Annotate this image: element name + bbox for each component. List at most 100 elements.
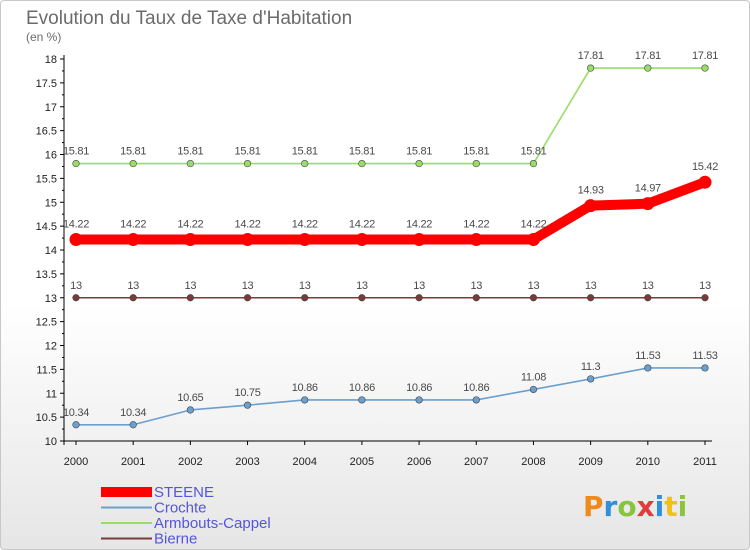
logo-letter: o bbox=[617, 490, 636, 523]
data-point bbox=[472, 159, 480, 168]
data-point bbox=[72, 421, 80, 429]
x-tick-label: 2005 bbox=[350, 456, 374, 468]
y-tick-label: 10 bbox=[45, 436, 57, 448]
data-label: 14.93 bbox=[578, 185, 604, 197]
data-label: 14.22 bbox=[520, 218, 546, 230]
logo-letter: r bbox=[604, 490, 618, 523]
data-point bbox=[641, 197, 655, 211]
y-tick-label: 11.5 bbox=[36, 364, 57, 376]
data-label: 14.22 bbox=[177, 218, 203, 230]
data-point bbox=[529, 159, 538, 168]
data-label: 13 bbox=[470, 280, 482, 292]
data-label: 11.08 bbox=[521, 371, 546, 383]
data-point bbox=[587, 294, 595, 302]
data-label: 14.97 bbox=[635, 183, 661, 195]
data-labels-layer: 15.81 15.81 15.81 15.81 15.81 15.81 15.81 15.81… bbox=[63, 50, 719, 419]
data-label: 15.81 bbox=[177, 146, 203, 158]
y-tick-label: 11 bbox=[46, 388, 57, 400]
data-point bbox=[358, 396, 366, 404]
data-point bbox=[72, 159, 80, 168]
data-label: 15.81 bbox=[349, 146, 375, 158]
data-label: 13 bbox=[127, 280, 139, 292]
data-label: 15.81 bbox=[520, 146, 546, 158]
data-point bbox=[529, 385, 538, 394]
y-tick-label: 18 bbox=[45, 54, 57, 66]
proxiti-logo: Proxiti bbox=[583, 490, 687, 523]
data-label: 15.81 bbox=[292, 146, 318, 158]
data-label: 11.53 bbox=[692, 350, 717, 362]
data-label: 10.86 bbox=[292, 382, 318, 394]
data-label: 13 bbox=[70, 280, 82, 292]
data-point bbox=[472, 396, 480, 404]
data-label: 15.81 bbox=[463, 146, 489, 158]
data-label: 11.3 bbox=[581, 361, 601, 373]
x-tick-label: 2007 bbox=[464, 456, 488, 468]
series-line-armbouts-cappel bbox=[75, 67, 706, 165]
data-label: 13 bbox=[642, 280, 654, 292]
x-tick-label: 2006 bbox=[407, 456, 431, 468]
y-tick-label: 16 bbox=[45, 150, 57, 162]
data-point bbox=[644, 64, 652, 72]
y-tick-label: 14 bbox=[45, 245, 57, 257]
data-point bbox=[69, 232, 83, 246]
y-tick-label: 14.5 bbox=[36, 221, 57, 233]
data-point bbox=[243, 294, 252, 302]
data-point bbox=[415, 294, 423, 302]
data-point bbox=[587, 64, 595, 72]
x-tick-label: 2010 bbox=[636, 456, 660, 468]
logo-letter: P bbox=[583, 490, 604, 523]
series-line-crochte bbox=[75, 367, 706, 426]
y-tick-label: 17.5 bbox=[36, 78, 57, 90]
data-point bbox=[587, 375, 595, 383]
data-point bbox=[644, 294, 652, 302]
data-point bbox=[301, 294, 309, 302]
data-point bbox=[241, 232, 255, 246]
data-point bbox=[129, 294, 137, 302]
x-tick-label: 2008 bbox=[521, 456, 545, 468]
data-label: 13 bbox=[356, 280, 368, 292]
data-point bbox=[186, 406, 194, 414]
data-label: 14.22 bbox=[292, 218, 318, 230]
data-label: 10.86 bbox=[349, 382, 375, 394]
data-point bbox=[301, 396, 309, 404]
data-point bbox=[701, 364, 709, 372]
data-label: 13 bbox=[299, 280, 311, 292]
data-point bbox=[412, 232, 426, 246]
x-tick-label: 2001 bbox=[121, 456, 145, 468]
data-point bbox=[701, 294, 709, 302]
data-point bbox=[529, 294, 538, 302]
legend-label: Crochte bbox=[154, 500, 207, 517]
y-tick-label: 13 bbox=[45, 293, 57, 305]
data-label: 10.75 bbox=[235, 387, 261, 399]
logo-letter: i bbox=[678, 490, 688, 523]
y-tick-label: 10.5 bbox=[36, 412, 57, 424]
data-label: 15.81 bbox=[63, 146, 89, 158]
x-tick-label: 2000 bbox=[64, 456, 88, 468]
series-line-steene bbox=[71, 177, 710, 245]
data-point bbox=[186, 294, 194, 302]
data-label: 17.81 bbox=[578, 50, 604, 62]
data-label: 10.86 bbox=[406, 382, 432, 394]
data-label: 15.81 bbox=[120, 146, 146, 158]
data-point bbox=[129, 159, 137, 168]
y-tick-label: 12 bbox=[45, 341, 57, 353]
legend-label: Armbouts-Cappel bbox=[154, 515, 271, 532]
data-label: 17.81 bbox=[692, 50, 718, 62]
data-label: 13 bbox=[413, 280, 425, 292]
data-label: 13 bbox=[585, 280, 597, 292]
data-label: 14.22 bbox=[120, 218, 146, 230]
data-label: 15.42 bbox=[692, 161, 718, 173]
x-tick-label: 2004 bbox=[292, 456, 316, 468]
y-tick-label: 13.5 bbox=[36, 269, 57, 281]
data-point bbox=[129, 421, 137, 429]
legend-label: STEENE bbox=[154, 484, 214, 501]
data-label: 13 bbox=[528, 280, 540, 292]
x-tick-label: 2002 bbox=[178, 456, 202, 468]
logo-letter: t bbox=[664, 490, 677, 523]
data-label: 13 bbox=[185, 280, 197, 292]
chart-subtitle: (en %) bbox=[26, 30, 61, 44]
y-tick-label: 15 bbox=[45, 197, 57, 209]
